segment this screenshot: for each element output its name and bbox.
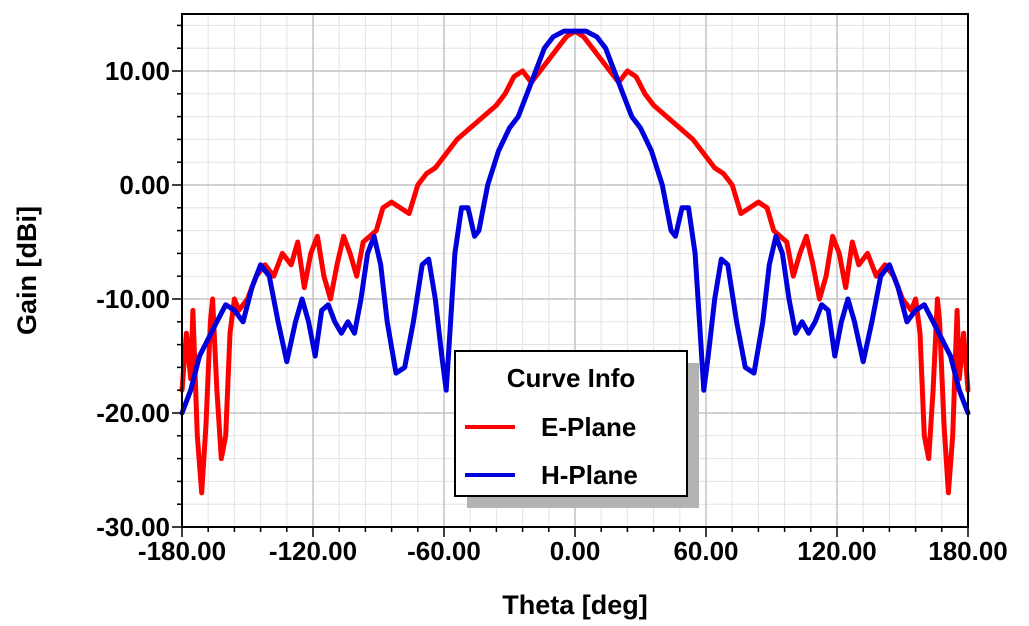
legend-box [454,350,688,497]
tick-labels: -180.00 -120.00 -60.00 0.00 60.00 120.00 180.0… [96,56,1008,566]
series-layer [179,28,971,496]
x-tick-label: 60.00 [673,536,738,566]
x-tick-label: 180.00 [928,536,1008,566]
legend-title: Curve Info [507,363,636,393]
x-tick-label: -120.00 [269,536,357,566]
y-axis-label: Gain [dBi] [12,206,42,335]
x-tick-label: 120.00 [797,536,877,566]
legend-label-h-plane[interactable]: H-Plane [541,460,638,490]
y-tick-label: -20.00 [96,398,170,428]
series-line-h-plane [179,28,971,416]
y-tick-label: 10.00 [105,56,170,86]
axis-ticks [172,24,969,537]
x-axis-label: Theta [deg] [502,590,648,620]
x-tick-label: -60.00 [407,536,481,566]
legend[interactable]: Curve Info E-Plane H-Plane [454,350,699,508]
x-tick-label: 0.00 [550,536,601,566]
y-tick-label: -10.00 [96,284,170,314]
y-tick-label: -30.00 [96,512,170,542]
legend-label-e-plane[interactable]: E-Plane [541,412,636,442]
y-tick-label: 0.00 [119,170,170,200]
x-tick-label: -180.00 [138,536,226,566]
